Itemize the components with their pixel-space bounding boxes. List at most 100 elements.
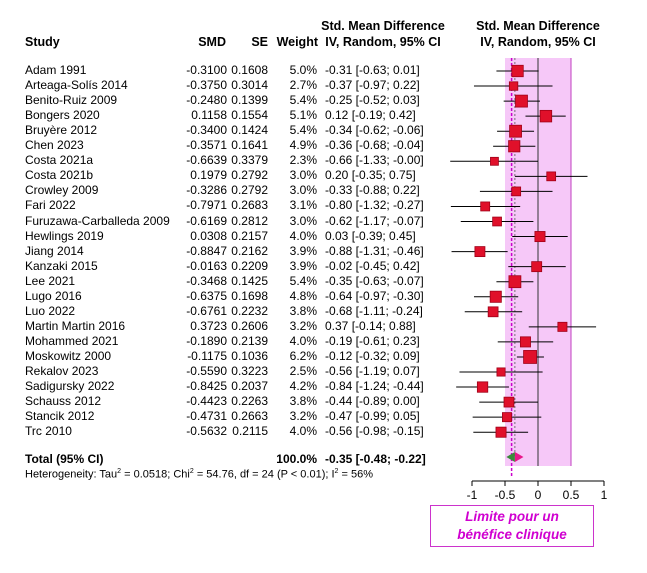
header-ci-line2: IV, Random, 95% CI (325, 35, 441, 49)
study-se: 0.3014 (231, 78, 268, 93)
study-smd: -0.3468 (186, 273, 227, 288)
study-smd: -0.3571 (186, 138, 227, 153)
study-name: Costa 2021a (25, 153, 94, 168)
study-name: Chen 2023 (25, 138, 84, 153)
study-se: 0.3223 (231, 364, 268, 378)
total-weight: 100.0% (276, 452, 317, 466)
study-name: Lee 2021 (25, 273, 76, 288)
study-weight: 3.9% (289, 258, 317, 273)
study-se: 0.2683 (231, 198, 268, 213)
study-smd: -0.3750 (186, 78, 227, 93)
study-name: Arteaga-Solís 2014 (25, 78, 128, 93)
study-se: 0.2792 (231, 183, 268, 198)
study-name: Mohammed 2021 (25, 333, 119, 348)
pooled-diamond-left (506, 452, 515, 462)
header-plot-line2: IV, Random, 95% CI (480, 35, 596, 49)
study-smd: -0.1175 (187, 348, 227, 363)
study-se: 0.1424 (231, 123, 268, 138)
study-weight: 4.0% (289, 424, 317, 439)
study-weight: 3.9% (289, 243, 317, 258)
study-se: 0.2606 (231, 318, 268, 333)
study-smd: 0.3723 (190, 318, 227, 333)
study-box (489, 290, 502, 303)
study-ci: -0.62 [-1.17; -0.07] (325, 213, 424, 228)
study-box (476, 381, 489, 393)
study-weight: 5.0% (289, 63, 317, 77)
study-ci: -0.68 [-1.11; -0.24] (325, 303, 423, 318)
study-box (509, 124, 522, 138)
study-ci: -0.02 [-0.45; 0.42] (325, 258, 420, 273)
study-weight: 4.2% (289, 379, 317, 394)
study-smd: -0.6169 (186, 213, 227, 228)
study-box (534, 231, 546, 243)
study-smd: -0.8425 (186, 379, 227, 394)
study-box (519, 336, 531, 348)
header-plot-line1: Std. Mean Difference (476, 19, 600, 33)
study-weight: 2.3% (289, 153, 317, 168)
study-se: 0.2232 (231, 303, 268, 318)
study-ci: -0.12 [-0.32; 0.09] (325, 348, 420, 363)
study-weight: 4.9% (289, 138, 317, 153)
x-tick-label: -0.5 (495, 488, 516, 502)
study-ci: 0.12 [-0.19; 0.42] (325, 108, 416, 123)
x-tick-label: 0 (535, 488, 542, 502)
study-se: 0.1399 (231, 93, 268, 108)
study-box (531, 261, 543, 273)
study-box (487, 306, 499, 318)
study-weight: 3.0% (289, 183, 317, 198)
x-tick-label: 0.5 (563, 488, 580, 502)
header-study: Study (25, 35, 60, 49)
study-box (539, 109, 553, 123)
study-se: 0.1698 (231, 288, 268, 303)
study-box (511, 64, 524, 78)
study-ci: -0.66 [-1.33; -0.00] (325, 153, 424, 168)
study-se: 0.1554 (231, 108, 268, 123)
study-se: 0.2162 (231, 243, 268, 258)
study-se: 0.2792 (231, 168, 268, 183)
study-box (503, 396, 515, 408)
study-weight: 3.8% (289, 303, 317, 318)
study-ci: -0.25 [-0.52; 0.03] (325, 93, 420, 108)
study-ci: 0.37 [-0.14; 0.88] (325, 318, 416, 333)
clinical-limit-annotation: Limite pour un bénéfice clinique (430, 505, 594, 547)
study-weight: 2.5% (289, 364, 317, 378)
study-smd: 0.0308 (190, 228, 227, 243)
study-box (508, 275, 522, 289)
study-se: 0.2157 (231, 228, 268, 243)
study-smd: -0.0163 (186, 258, 227, 273)
study-ci: -0.35 [-0.63; -0.07] (325, 273, 424, 288)
study-se: 0.2812 (231, 213, 268, 228)
study-box (492, 216, 502, 227)
study-ci: -0.34 [-0.62; -0.06] (325, 123, 424, 138)
study-ci: -0.31 [-0.63; 0.01] (325, 63, 420, 77)
study-name: Furuzawa-Carballeda 2009 (25, 213, 170, 228)
study-weight: 3.2% (289, 409, 317, 424)
study-ci: -0.88 [-1.31; -0.46] (325, 243, 424, 258)
study-box (546, 171, 557, 182)
study-name: Trc 2010 (25, 424, 72, 439)
heterogeneity-text: Heterogeneity: Tau2 = 0.0518; Chi2 = 54.… (25, 468, 373, 481)
study-ci: -0.84 [-1.24; -0.44] (325, 379, 424, 394)
x-tick-label: -1 (467, 488, 478, 502)
study-ci: -0.64 [-0.97; -0.30] (325, 288, 424, 303)
study-ci: -0.33 [-0.88; 0.22] (325, 183, 420, 198)
study-name: Fari 2022 (25, 198, 76, 213)
study-smd: -0.6375 (186, 288, 227, 303)
study-name: Martin Martin 2016 (25, 318, 126, 333)
pooled-diamond-right (514, 452, 524, 462)
study-smd: -0.1890 (186, 333, 227, 348)
study-name: Adam 1991 (25, 63, 87, 77)
study-smd: -0.3286 (186, 183, 227, 198)
study-weight: 4.0% (289, 228, 317, 243)
study-name: Jiang 2014 (25, 243, 84, 258)
study-ci: 0.03 [-0.39; 0.45] (325, 228, 416, 243)
study-smd: -0.6761 (186, 303, 227, 318)
study-box (480, 201, 491, 212)
study-se: 0.1425 (231, 273, 268, 288)
study-ci: -0.36 [-0.68; -0.04] (325, 138, 424, 153)
study-name: Hewlings 2019 (25, 228, 104, 243)
x-tick-label: 1 (601, 488, 608, 502)
study-name: Lugo 2016 (25, 288, 82, 303)
study-weight: 5.4% (289, 123, 317, 138)
